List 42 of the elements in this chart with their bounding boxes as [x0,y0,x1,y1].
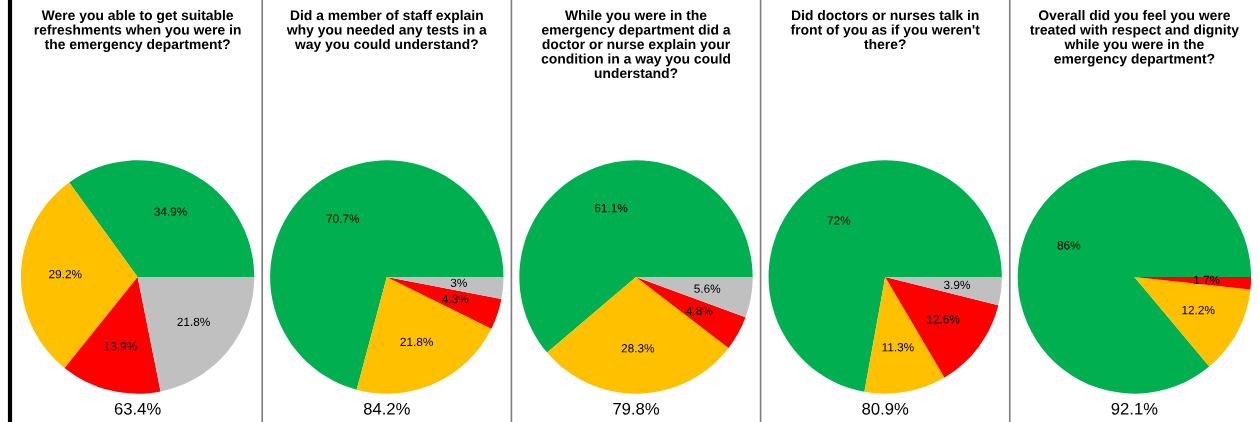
data-label: 11.3% [882,343,914,352]
data-label: 28.3% [621,344,655,353]
data-label: 29.2% [49,269,82,279]
text: 92.1% [1111,402,1158,415]
text: 80.9% [862,402,909,415]
pie-slice [768,160,1002,392]
pie-slice [20,182,138,368]
data-label: 61.1% [594,203,628,213]
chart-title: While you were in the emergency department did a doctor or nurse explain your condition in a way you could understand? [541,10,731,79]
text: 84.2% [363,402,410,415]
pie-slice [1017,160,1252,394]
pie-slice [547,277,729,394]
chart-title: Were you able to get suitable refreshments when you were in the emergency department? [34,10,241,52]
pie-slice [64,277,161,394]
data-label: 3.9% [943,280,971,290]
data-label: 4.3% [442,294,469,304]
pie-slice [137,277,255,392]
data-label: 34.9% [154,207,187,216]
data-label: 21.8% [177,317,210,326]
pie-slice [356,277,492,394]
data-label: 1.7% [1194,275,1220,284]
data-label: 70.7% [326,214,360,223]
data-label: 12.6% [927,315,960,324]
data-label: 21.8% [400,337,433,347]
pie-slice [885,277,1002,306]
pie-slice [1134,277,1251,367]
chart-title: Did a member of staff explain why you needed any tests in a way you could understand? [286,10,487,52]
text: 63.4% [114,402,161,415]
data-label: 72% [827,216,851,225]
data-label: 4.8% [686,306,713,316]
data-label: 13.9% [104,342,137,351]
data-label: 12.2% [1182,305,1215,315]
pie-slice [636,277,753,318]
chart-title: Overall did you feel you were treated with respect and dignity while you were in the emergency department? [1030,10,1239,67]
chart-title: Did doctors or nurses talk in front of you as if you weren't there? [790,10,980,50]
pie-slice [386,277,502,329]
data-label: 86% [1057,241,1081,250]
pie-slice [270,160,504,390]
data-label: 5.6% [694,284,721,293]
data-label: 3% [450,278,467,287]
pie-slice [519,160,753,353]
text: 79.8% [613,402,660,415]
